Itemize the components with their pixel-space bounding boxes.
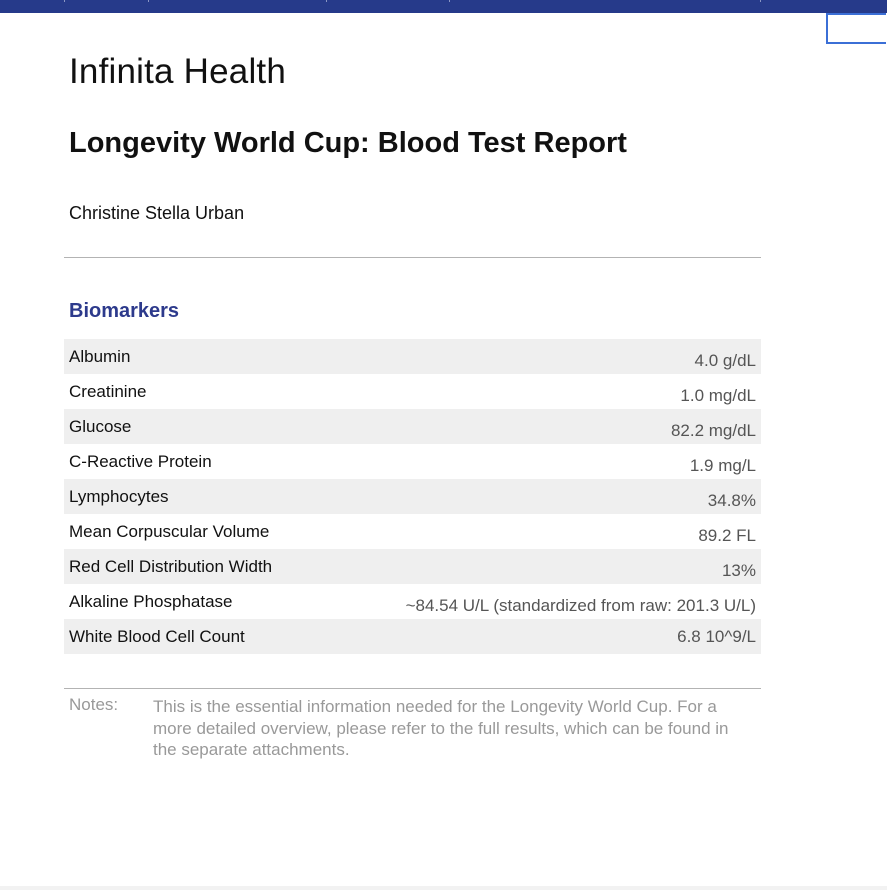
biomarker-name: Glucose: [69, 417, 132, 436]
person-name: Christine Stella Urban: [69, 203, 245, 223]
biomarker-name: Creatinine: [69, 382, 147, 401]
table-row: Glucose 82.2 mg/dL: [64, 409, 761, 444]
biomarkers-heading: Biomarkers: [69, 300, 180, 322]
biomarker-value: 6.8 10^9/L: [677, 627, 756, 646]
top-accent-bar: [0, 0, 887, 13]
biomarker-name: Alkaline Phosphatase: [69, 592, 233, 611]
org-name: Infinita Health: [69, 52, 287, 91]
biomarker-name: Albumin: [69, 347, 131, 366]
report-title: Longevity World Cup: Blood Test Report: [69, 127, 627, 159]
top-bar-tick: [449, 0, 450, 2]
table-row: Lymphocytes 34.8%: [64, 479, 761, 514]
biomarker-value: 4.0 g/dL: [694, 351, 756, 370]
biomarker-name: White Blood Cell Count: [69, 627, 245, 646]
table-row: Mean Corpuscular Volume 89.2 FL: [64, 514, 761, 549]
biomarker-value: 34.8%: [707, 491, 756, 510]
header-divider: [64, 257, 761, 258]
table-row: Red Cell Distribution Width 13%: [64, 549, 761, 584]
biomarker-name: Red Cell Distribution Width: [69, 557, 273, 576]
biomarker-value: 1.0 mg/dL: [680, 386, 756, 405]
biomarker-value: 13%: [721, 561, 756, 580]
top-bar-tick: [760, 0, 761, 2]
biomarker-name: Mean Corpuscular Volume: [69, 522, 270, 541]
table-row: Creatinine 1.0 mg/dL: [64, 374, 761, 409]
table-row: Albumin 4.0 g/dL: [64, 339, 761, 374]
top-bar-tick: [148, 0, 149, 2]
biomarker-name: Lymphocytes: [69, 487, 169, 506]
biomarker-value: 82.2 mg/dL: [670, 421, 756, 440]
biomarker-value: ~84.54 U/L (standardized from raw: 201.3…: [405, 596, 756, 615]
biomarker-table: Albumin 4.0 g/dL Creatinine 1.0 mg/dL Gl…: [64, 339, 761, 654]
table-row: C-Reactive Protein 1.9 mg/L: [64, 444, 761, 479]
biomarker-name: C-Reactive Protein: [69, 452, 212, 471]
notes-text: This is the essential information needed…: [153, 697, 729, 759]
notes-label: Notes:: [69, 695, 119, 714]
top-bar-tick: [64, 0, 65, 2]
top-bar-tick: [326, 0, 327, 2]
selection-box[interactable]: [826, 13, 886, 44]
biomarker-value: 89.2 FL: [698, 526, 756, 545]
table-row: Alkaline Phosphatase ~84.54 U/L (standar…: [64, 584, 761, 619]
notes-divider: [64, 688, 761, 689]
table-row: White Blood Cell Count 6.8 10^9/L: [64, 619, 761, 654]
biomarker-value: 1.9 mg/L: [689, 456, 756, 475]
bottom-strip: [0, 886, 887, 890]
